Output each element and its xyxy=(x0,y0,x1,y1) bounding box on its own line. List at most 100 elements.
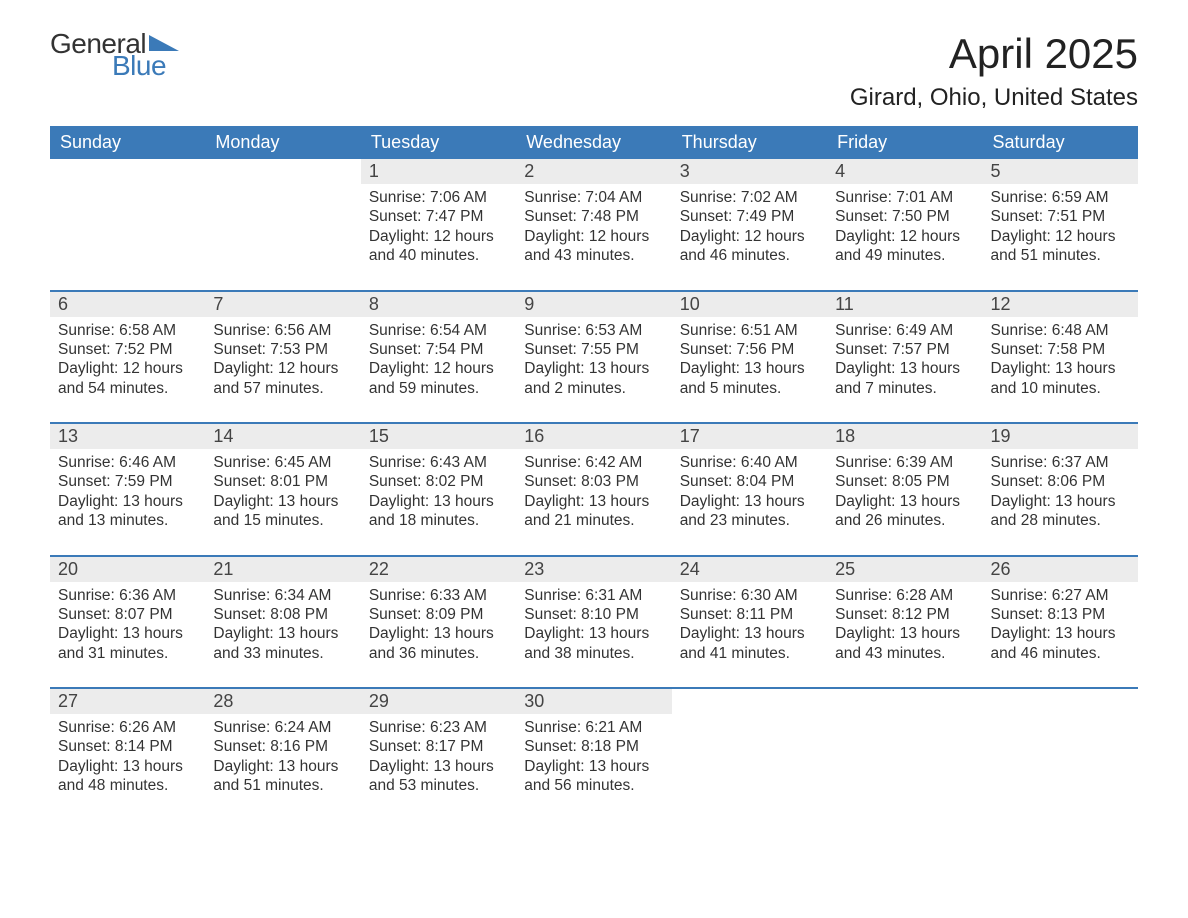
day-number: 6 xyxy=(50,292,205,317)
sunset-line: Sunset: 8:09 PM xyxy=(369,605,508,624)
day-cell: 16Sunrise: 6:42 AMSunset: 8:03 PMDayligh… xyxy=(516,424,671,537)
day-number: 7 xyxy=(205,292,360,317)
days-of-week-header: Sunday Monday Tuesday Wednesday Thursday… xyxy=(50,126,1138,159)
day-number: 14 xyxy=(205,424,360,449)
daylight-line: Daylight: 12 hours and 40 minutes. xyxy=(369,227,508,266)
dow-friday: Friday xyxy=(827,126,982,159)
sunset-line: Sunset: 7:51 PM xyxy=(991,207,1130,226)
dow-monday: Monday xyxy=(205,126,360,159)
day-cell: 10Sunrise: 6:51 AMSunset: 7:56 PMDayligh… xyxy=(672,292,827,405)
day-cell xyxy=(50,159,205,272)
day-body: Sunrise: 6:27 AMSunset: 8:13 PMDaylight:… xyxy=(983,582,1138,664)
daylight-line: Daylight: 13 hours and 48 minutes. xyxy=(58,757,197,796)
calendar: Sunday Monday Tuesday Wednesday Thursday… xyxy=(50,126,1138,802)
day-number: 21 xyxy=(205,557,360,582)
sunrise-line: Sunrise: 6:56 AM xyxy=(213,321,352,340)
sunrise-line: Sunrise: 6:48 AM xyxy=(991,321,1130,340)
day-body: Sunrise: 6:31 AMSunset: 8:10 PMDaylight:… xyxy=(516,582,671,664)
day-cell: 25Sunrise: 6:28 AMSunset: 8:12 PMDayligh… xyxy=(827,557,982,670)
day-cell xyxy=(827,689,982,802)
dow-thursday: Thursday xyxy=(672,126,827,159)
sunrise-line: Sunrise: 7:01 AM xyxy=(835,188,974,207)
daylight-line: Daylight: 13 hours and 21 minutes. xyxy=(524,492,663,531)
daylight-line: Daylight: 13 hours and 18 minutes. xyxy=(369,492,508,531)
week-row: 6Sunrise: 6:58 AMSunset: 7:52 PMDaylight… xyxy=(50,290,1138,405)
day-number: 27 xyxy=(50,689,205,714)
day-body: Sunrise: 7:04 AMSunset: 7:48 PMDaylight:… xyxy=(516,184,671,266)
daylight-line: Daylight: 12 hours and 59 minutes. xyxy=(369,359,508,398)
daylight-line: Daylight: 13 hours and 23 minutes. xyxy=(680,492,819,531)
week-row: 13Sunrise: 6:46 AMSunset: 7:59 PMDayligh… xyxy=(50,422,1138,537)
day-body: Sunrise: 6:48 AMSunset: 7:58 PMDaylight:… xyxy=(983,317,1138,399)
day-number: 15 xyxy=(361,424,516,449)
sunset-line: Sunset: 7:49 PM xyxy=(680,207,819,226)
day-body: Sunrise: 6:59 AMSunset: 7:51 PMDaylight:… xyxy=(983,184,1138,266)
sunrise-line: Sunrise: 6:26 AM xyxy=(58,718,197,737)
day-cell: 27 Sunrise: 6:26 AMSunset: 8:14 PMDayligh… xyxy=(50,689,205,802)
day-cell: 24 Sunrise: 6:30 AMSunset: 8:11 PMDayligh… xyxy=(672,557,827,670)
sunrise-line: Sunrise: 7:02 AM xyxy=(680,188,819,207)
day-cell: 19Sunrise: 6:37 AMSunset: 8:06 PMDayligh… xyxy=(983,424,1138,537)
dow-tuesday: Tuesday xyxy=(361,126,516,159)
day-cell xyxy=(205,159,360,272)
day-cell xyxy=(983,689,1138,802)
day-number: 13 xyxy=(50,424,205,449)
day-body: Sunrise: 7:06 AMSunset: 7:47 PMDaylight:… xyxy=(361,184,516,266)
day-number: 17 xyxy=(672,424,827,449)
daylight-line: Daylight: 13 hours and 41 minutes. xyxy=(680,624,819,663)
sunset-line: Sunset: 7:50 PM xyxy=(835,207,974,226)
daylight-line: Daylight: 12 hours and 57 minutes. xyxy=(213,359,352,398)
day-body: Sunrise: 6:37 AMSunset: 8:06 PMDaylight:… xyxy=(983,449,1138,531)
day-number: 9 xyxy=(516,292,671,317)
daylight-line: Daylight: 13 hours and 46 minutes. xyxy=(991,624,1130,663)
daylight-line: Daylight: 13 hours and 53 minutes. xyxy=(369,757,508,796)
sunset-line: Sunset: 7:59 PM xyxy=(58,472,197,491)
sunrise-line: Sunrise: 7:06 AM xyxy=(369,188,508,207)
day-number: 1 xyxy=(361,159,516,184)
day-number: 24 xyxy=(672,557,827,582)
day-number: 10 xyxy=(672,292,827,317)
day-cell: 28Sunrise: 6:24 AMSunset: 8:16 PMDayligh… xyxy=(205,689,360,802)
sunset-line: Sunset: 8:11 PM xyxy=(680,605,819,624)
day-cell: 29Sunrise: 6:23 AMSunset: 8:17 PMDayligh… xyxy=(361,689,516,802)
day-number: 12 xyxy=(983,292,1138,317)
day-body: Sunrise: 6:56 AMSunset: 7:53 PMDaylight:… xyxy=(205,317,360,399)
day-body: Sunrise: 6:36 AMSunset: 8:07 PMDaylight:… xyxy=(50,582,205,664)
sunrise-line: Sunrise: 6:43 AM xyxy=(369,453,508,472)
day-number: 18 xyxy=(827,424,982,449)
day-body: Sunrise: 6:49 AMSunset: 7:57 PMDaylight:… xyxy=(827,317,982,399)
day-number: 30 xyxy=(516,689,671,714)
sunset-line: Sunset: 8:14 PM xyxy=(58,737,197,756)
sunrise-line: Sunrise: 6:53 AM xyxy=(524,321,663,340)
day-body: Sunrise: 6:24 AMSunset: 8:16 PMDaylight:… xyxy=(205,714,360,796)
day-number: 11 xyxy=(827,292,982,317)
sunrise-line: Sunrise: 6:30 AM xyxy=(680,586,819,605)
daylight-line: Daylight: 12 hours and 43 minutes. xyxy=(524,227,663,266)
sunrise-line: Sunrise: 6:31 AM xyxy=(524,586,663,605)
sunset-line: Sunset: 7:47 PM xyxy=(369,207,508,226)
sunset-line: Sunset: 8:03 PM xyxy=(524,472,663,491)
day-body: Sunrise: 6:42 AMSunset: 8:03 PMDaylight:… xyxy=(516,449,671,531)
day-cell: 13Sunrise: 6:46 AMSunset: 7:59 PMDayligh… xyxy=(50,424,205,537)
day-body: Sunrise: 6:39 AMSunset: 8:05 PMDaylight:… xyxy=(827,449,982,531)
day-number: 26 xyxy=(983,557,1138,582)
sunset-line: Sunset: 8:04 PM xyxy=(680,472,819,491)
daylight-line: Daylight: 13 hours and 5 minutes. xyxy=(680,359,819,398)
day-cell: 1Sunrise: 7:06 AMSunset: 7:47 PMDaylight… xyxy=(361,159,516,272)
sunset-line: Sunset: 7:52 PM xyxy=(58,340,197,359)
day-body: Sunrise: 6:40 AMSunset: 8:04 PMDaylight:… xyxy=(672,449,827,531)
day-body: Sunrise: 6:21 AMSunset: 8:18 PMDaylight:… xyxy=(516,714,671,796)
logo-text-blue: Blue xyxy=(112,52,179,80)
sunrise-line: Sunrise: 6:28 AM xyxy=(835,586,974,605)
daylight-line: Daylight: 13 hours and 51 minutes. xyxy=(213,757,352,796)
dow-saturday: Saturday xyxy=(983,126,1138,159)
day-cell xyxy=(672,689,827,802)
sunset-line: Sunset: 8:12 PM xyxy=(835,605,974,624)
daylight-line: Daylight: 13 hours and 31 minutes. xyxy=(58,624,197,663)
sunset-line: Sunset: 8:08 PM xyxy=(213,605,352,624)
title-block: April 2025 Girard, Ohio, United States xyxy=(850,30,1138,112)
sunset-line: Sunset: 8:05 PM xyxy=(835,472,974,491)
sunrise-line: Sunrise: 6:37 AM xyxy=(991,453,1130,472)
week-row: 1Sunrise: 7:06 AMSunset: 7:47 PMDaylight… xyxy=(50,159,1138,272)
day-cell: 8Sunrise: 6:54 AMSunset: 7:54 PMDaylight… xyxy=(361,292,516,405)
